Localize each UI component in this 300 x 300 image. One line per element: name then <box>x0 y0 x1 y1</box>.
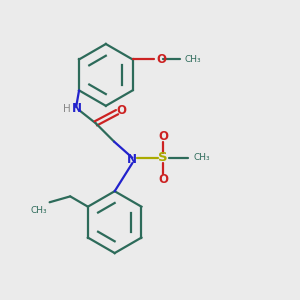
Text: N: N <box>72 102 82 115</box>
Text: CH₃: CH₃ <box>31 206 47 215</box>
Text: O: O <box>158 173 168 186</box>
Text: CH₃: CH₃ <box>194 153 210 162</box>
Text: CH₃: CH₃ <box>185 55 201 64</box>
Text: O: O <box>158 130 168 142</box>
Text: S: S <box>158 151 168 164</box>
Text: O: O <box>117 103 127 117</box>
Text: H: H <box>63 103 71 114</box>
Text: O: O <box>156 53 166 66</box>
Text: N: N <box>128 153 137 166</box>
